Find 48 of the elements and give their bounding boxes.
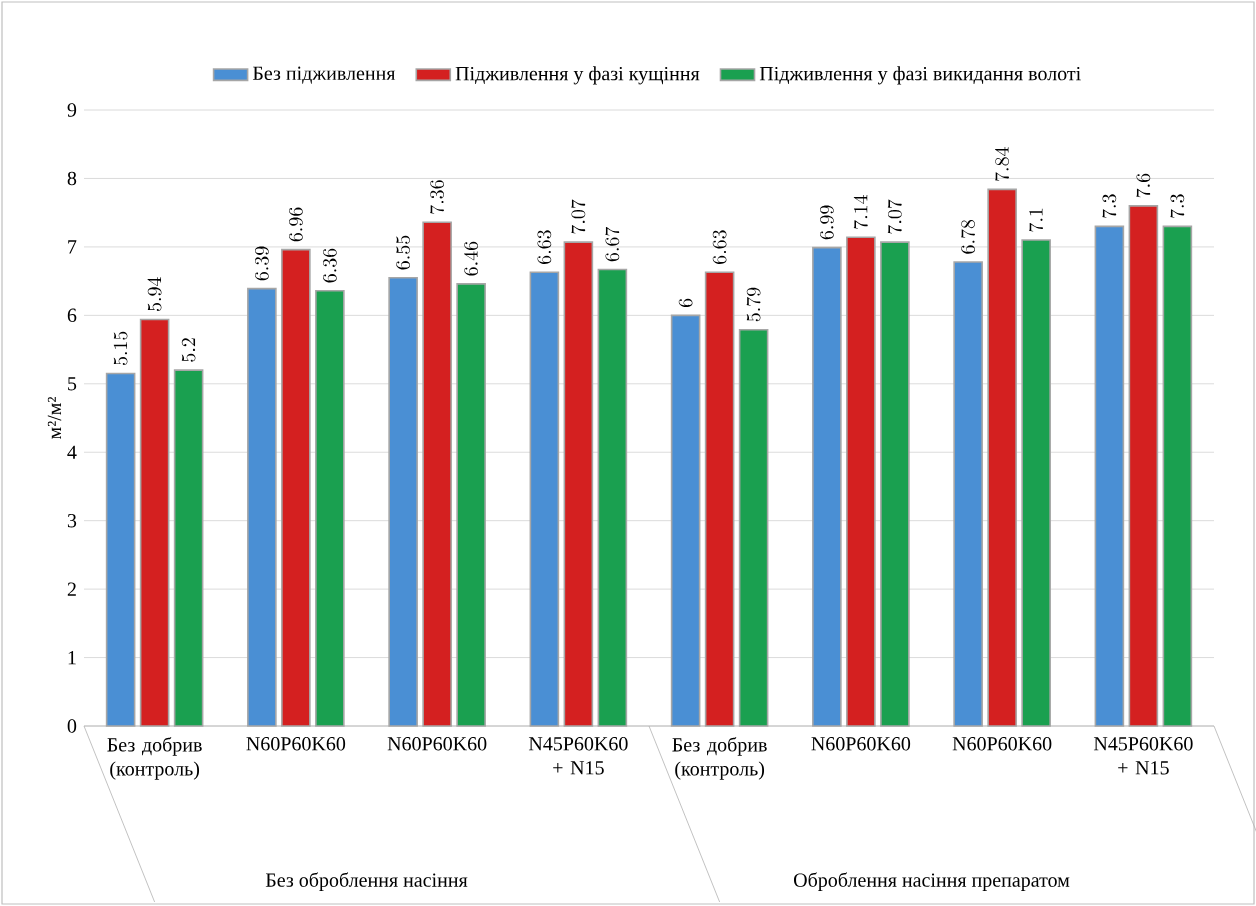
x-tick-label: N60P60K60 [387,737,487,751]
legend-label: Підживлення у фазі викидання волоті [759,66,1081,85]
x-tick-label: N60P60K60 [952,737,1052,751]
text: Оброблення насіння препаратом [793,872,1070,891]
data-label: 7. 1 [1029,208,1043,232]
data-label: 6.78 [961,219,975,254]
x-tick-label: Без добрив (контроль) [107,737,202,780]
y-tick-label: 4 [67,445,77,459]
data-label: 7.36 [430,180,444,214]
data-label: 6.63 [537,230,552,264]
y-tick-label: 2 [67,582,76,596]
y-tick-label: 6 [67,308,77,323]
data-label: 7.3 [1102,194,1117,218]
data-label: 7. 14 [853,195,868,229]
data-label: 5.2 [181,338,196,362]
data-label: 6.67 [605,226,620,262]
data-label: 7.84 [995,147,1009,181]
data-label: 6.46 [464,241,478,276]
y-tick-label: 5 [68,377,77,391]
x-tick-label: N45P60K60 + N15 [1093,737,1193,775]
x-tick-label: N60P60K60 [811,737,911,751]
y-tick-label: 9 [67,103,77,117]
data-label: 7.6 [1136,173,1151,198]
x-tick-label: N45P60K60 + N15 [528,737,628,775]
y-tick-label: 3 [67,513,77,528]
data-label: 6.39 [255,246,269,281]
data-label: 7.07 [571,199,586,234]
data-label: 5. 15 [113,331,128,366]
data-label: 6.96 [289,207,303,242]
data-label: 6.99 [820,205,834,240]
data-label: 6 [678,298,693,308]
y-tick-label: 8 [67,171,77,186]
legend-label: Без підживлення [252,66,396,84]
data-label: 5.79 [746,287,761,322]
x-tick-label: Без добрив (контроль) [672,737,767,780]
y-tick-label: 7 [68,240,77,254]
data-label: 6.55 [396,235,410,270]
data-label: 7.07 [887,199,902,234]
data-label: 6.63 [712,230,727,264]
data-label: 7.3 [1170,194,1185,218]
legend-label: Підживлення у фазі кущіння [455,66,700,85]
data-label: 6.36 [323,248,337,283]
data-label: 5.94 [147,277,162,311]
text: Без оброблення насіння [265,872,468,891]
y-tick-label: 0 [67,719,77,733]
x-tick-label: N60P60K60 [246,737,346,751]
y-tick-label: 1 [68,650,76,665]
y-axis-title: м²/м² [47,397,62,439]
